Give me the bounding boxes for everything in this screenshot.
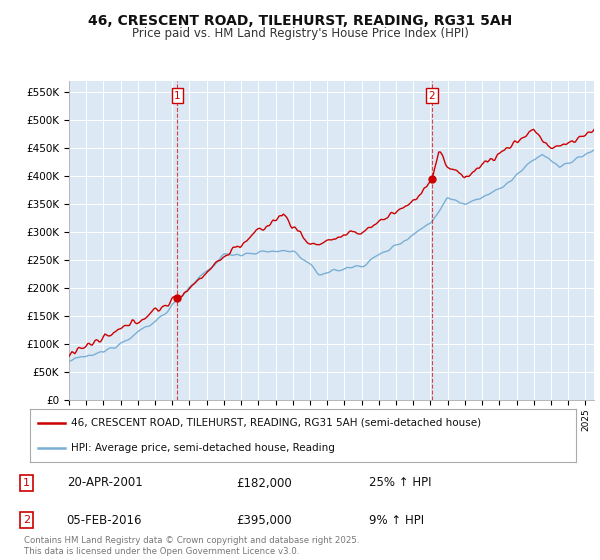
Text: Contains HM Land Registry data © Crown copyright and database right 2025.
This d: Contains HM Land Registry data © Crown c… [24, 536, 359, 556]
Text: £182,000: £182,000 [236, 477, 292, 489]
Text: 05-FEB-2016: 05-FEB-2016 [67, 514, 142, 526]
Text: 2: 2 [428, 91, 435, 101]
Text: 46, CRESCENT ROAD, TILEHURST, READING, RG31 5AH (semi-detached house): 46, CRESCENT ROAD, TILEHURST, READING, R… [71, 418, 481, 428]
Text: 46, CRESCENT ROAD, TILEHURST, READING, RG31 5AH: 46, CRESCENT ROAD, TILEHURST, READING, R… [88, 14, 512, 28]
Text: 20-APR-2001: 20-APR-2001 [67, 477, 142, 489]
Text: 25% ↑ HPI: 25% ↑ HPI [369, 477, 431, 489]
Text: £395,000: £395,000 [236, 514, 292, 526]
Text: 9% ↑ HPI: 9% ↑ HPI [369, 514, 424, 526]
Text: Price paid vs. HM Land Registry's House Price Index (HPI): Price paid vs. HM Land Registry's House … [131, 27, 469, 40]
Text: 2: 2 [23, 515, 30, 525]
Text: 1: 1 [23, 478, 30, 488]
Text: HPI: Average price, semi-detached house, Reading: HPI: Average price, semi-detached house,… [71, 443, 335, 453]
Text: 1: 1 [174, 91, 181, 101]
